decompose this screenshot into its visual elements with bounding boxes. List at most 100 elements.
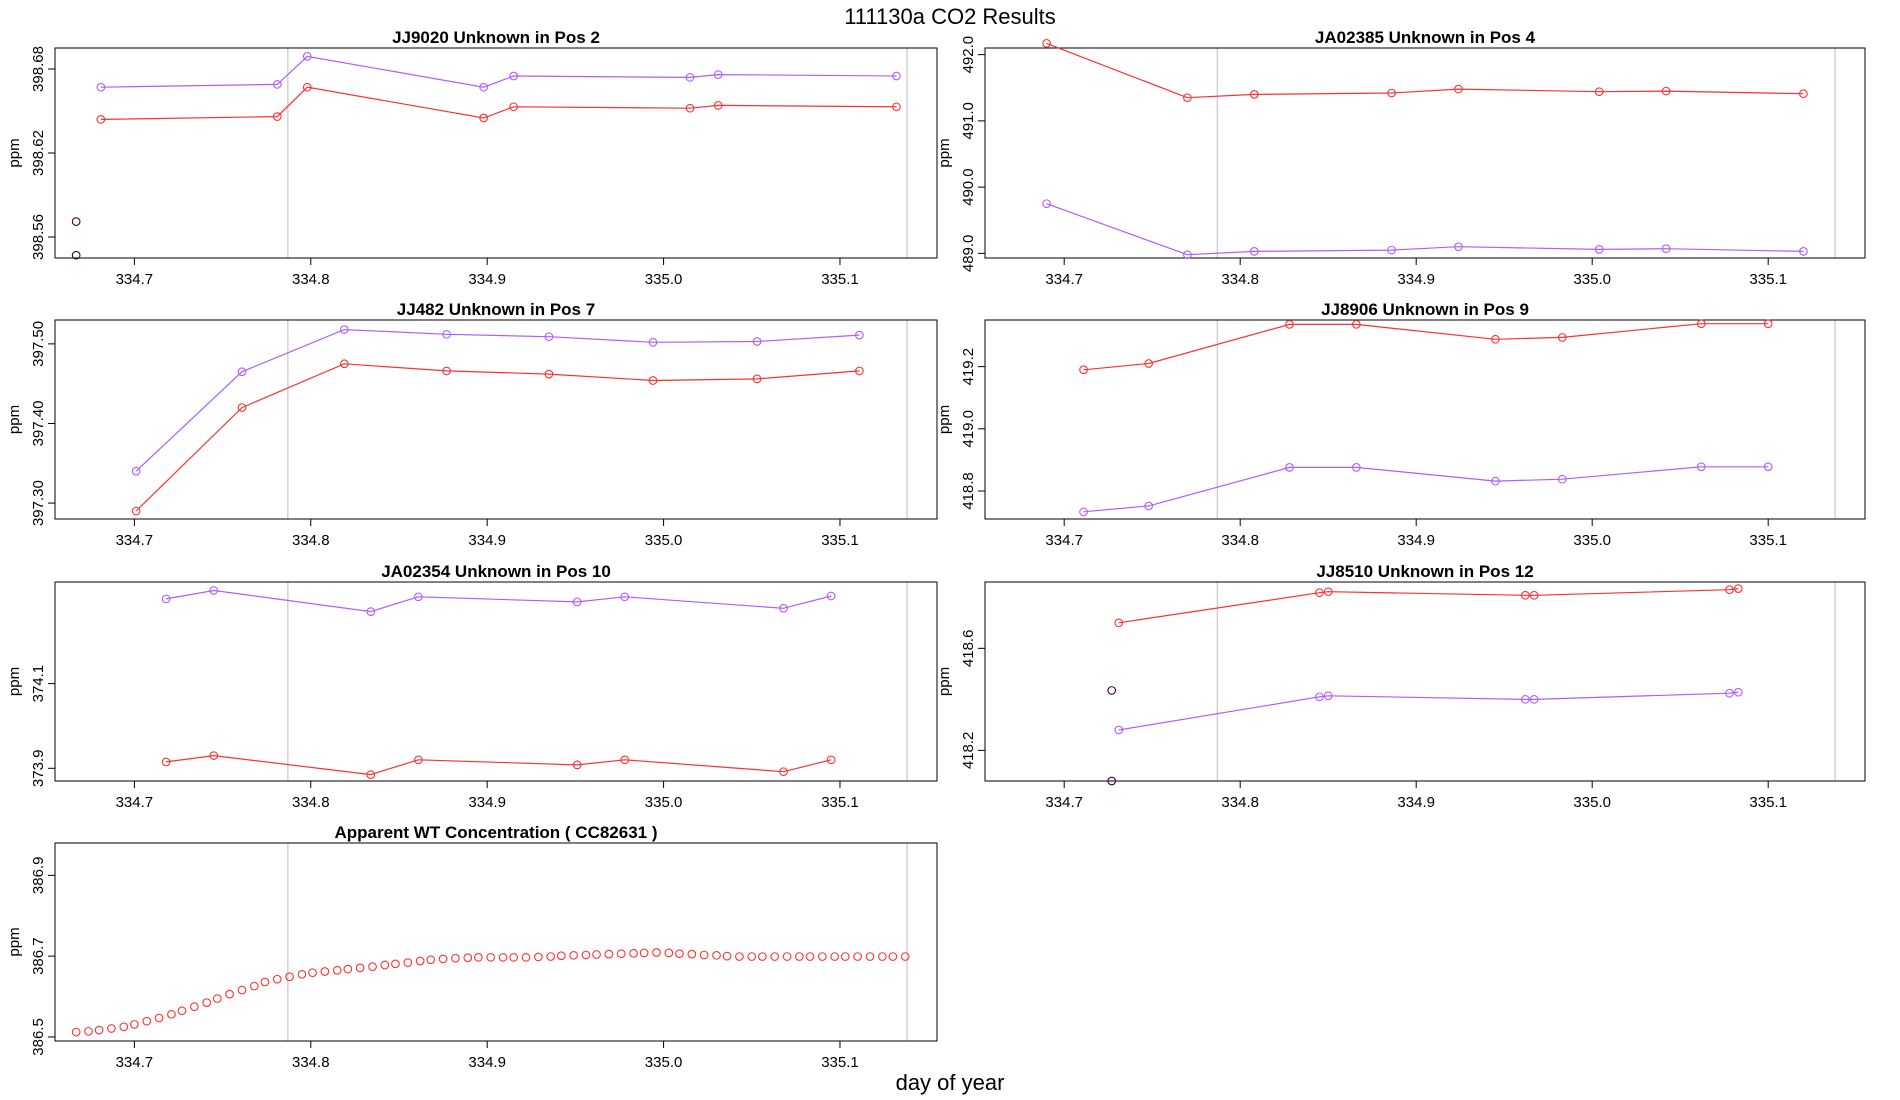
series-line: [135, 363, 860, 512]
series-red: [1042, 39, 1808, 103]
x-tick-label: 334.7: [1045, 532, 1083, 549]
y-tick-label: 418.8: [960, 472, 977, 510]
data-point: [403, 958, 413, 967]
data-point: [355, 963, 365, 973]
data-point: [96, 82, 106, 92]
data-point: [1285, 320, 1294, 329]
data-point: [119, 1022, 129, 1032]
series-purple: [1042, 199, 1808, 260]
data-point: [805, 952, 815, 961]
y-axis-label: ppm: [6, 667, 23, 696]
data-point: [366, 770, 376, 779]
data-point: [826, 755, 836, 765]
series-line: [166, 754, 832, 776]
data-point: [572, 760, 582, 770]
x-tick-label: 334.9: [1397, 271, 1435, 288]
figure-title: 111130a CO2 Results: [844, 4, 1056, 29]
data-point: [1454, 84, 1463, 94]
data-point: [366, 607, 376, 616]
data-point: [285, 972, 294, 982]
series-line: [1083, 323, 1769, 371]
data-point: [1696, 462, 1706, 472]
data-point: [1107, 686, 1117, 695]
data-point: [161, 594, 171, 604]
data-point: [1079, 507, 1088, 517]
data-point: [865, 952, 875, 961]
data-point: [1661, 86, 1671, 96]
data-point: [225, 989, 234, 999]
data-point: [1315, 692, 1324, 702]
panel-title: Apparent WT Concentration ( CC82631 ): [334, 823, 657, 842]
data-point: [855, 366, 864, 376]
data-point: [620, 755, 630, 765]
data-point: [1763, 319, 1773, 329]
data-point: [1594, 87, 1604, 97]
data-point: [96, 115, 106, 124]
data-point: [556, 951, 566, 961]
plot-frame: [54, 842, 938, 1042]
data-point: [817, 952, 827, 961]
data-point: [343, 964, 353, 974]
data-point: [272, 112, 282, 121]
data-point: [1144, 501, 1154, 511]
x-tick-label: 334.7: [116, 794, 154, 811]
x-tick-label: 334.9: [1397, 532, 1435, 549]
series-line: [165, 589, 832, 613]
data-point: [1594, 245, 1604, 254]
data-point: [368, 962, 377, 971]
x-tick-label: 334.7: [1045, 271, 1083, 288]
data-point: [735, 952, 744, 961]
x-tick-label: 334.8: [292, 532, 330, 549]
data-point: [339, 359, 349, 369]
data-point: [604, 949, 614, 959]
y-tick-label: 419.2: [960, 348, 977, 386]
data-point: [479, 82, 489, 92]
series-line: [1046, 42, 1804, 99]
data-point: [167, 1009, 176, 1019]
x-tick-label: 335.1: [1749, 271, 1787, 288]
data-point: [1042, 39, 1051, 48]
data-point: [272, 80, 282, 89]
data-point: [320, 967, 330, 976]
y-tick-label: 418.2: [960, 732, 977, 770]
data-point: [154, 1013, 164, 1023]
data-point: [747, 952, 757, 961]
data-point: [391, 959, 400, 969]
data-point: [826, 591, 836, 601]
data-point: [486, 953, 496, 962]
x-tick-label: 335.0: [1573, 271, 1611, 288]
data-point: [1042, 199, 1051, 209]
y-tick-label: 398.56: [30, 214, 47, 260]
data-point: [853, 952, 862, 961]
data-point: [1733, 584, 1743, 593]
data-point: [521, 953, 531, 962]
data-point: [332, 965, 342, 975]
data-point: [479, 113, 489, 123]
x-tick-label: 334.8: [1221, 532, 1259, 549]
data-point: [1696, 319, 1706, 329]
data-point: [1352, 320, 1361, 329]
y-axis-label: ppm: [6, 405, 23, 434]
y-axis-label: ppm: [936, 138, 953, 167]
data-point: [639, 948, 649, 958]
panel-title: JA02354 Unknown in Pos 10: [381, 562, 611, 581]
panel-title: JJ9020 Unknown in Pos 2: [392, 28, 600, 47]
panel-5: JA02354 Unknown in Pos 10 334.7 334.8 334.9…: [6, 562, 938, 811]
data-point: [1491, 476, 1500, 486]
data-point: [533, 952, 543, 962]
x-tick-label: 334.9: [468, 532, 506, 549]
x-tick-label: 334.8: [292, 271, 330, 288]
data-point: [795, 952, 804, 961]
data-point: [616, 949, 626, 959]
data-point: [209, 751, 219, 760]
x-tick-label: 335.0: [1573, 532, 1611, 549]
data-point: [463, 953, 473, 963]
data-point: [1285, 463, 1294, 472]
data-point: [202, 998, 212, 1007]
data-point: [1529, 590, 1539, 600]
series-red: [71, 948, 910, 1037]
data-point: [1520, 695, 1530, 704]
x-tick-label: 335.1: [1749, 532, 1787, 549]
data-point: [892, 71, 901, 81]
